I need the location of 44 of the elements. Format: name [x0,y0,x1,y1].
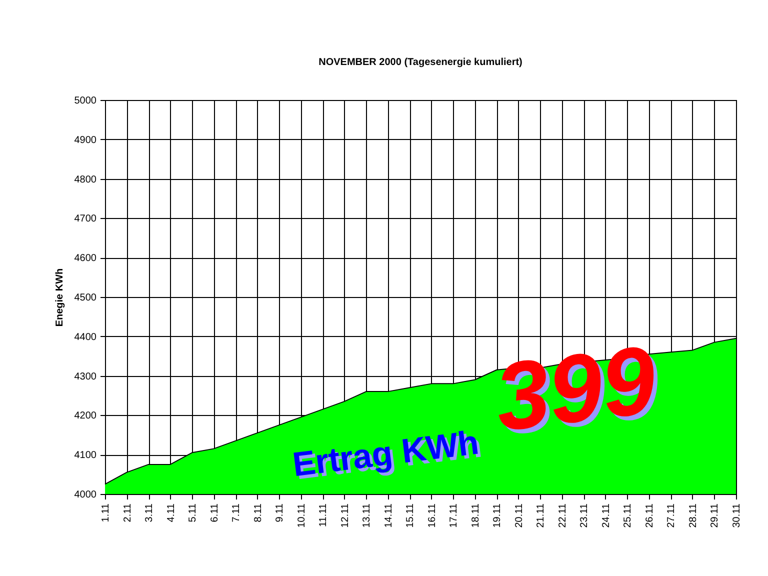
x-tick-label: 2.11 [122,503,134,522]
x-tick-label: 17.11 [448,503,460,528]
x-tick-label: 16.11 [426,503,438,528]
x-tick-label: 8.11 [252,503,264,522]
y-tick-label: 5000 [74,96,97,106]
y-tick-label: 4900 [74,134,97,146]
x-tick-label: 22.11 [557,503,568,528]
x-tick-label: 10.11 [296,503,308,528]
y-tick-label: 4300 [74,371,97,382]
x-tick-label: 7.11 [231,503,242,522]
x-tick-label: 18.11 [470,503,482,528]
x-tick-label: 15.11 [405,503,416,528]
y-tick-label: 4400 [74,332,97,343]
x-tick-label: 29.11 [710,503,721,528]
y-tick-label: 4000 [74,490,97,500]
x-tick-label: 24.11 [600,503,612,528]
annotation: Ertrag KWh [294,426,484,488]
x-tick-label: 19.11 [492,503,504,528]
y-tick-label: 4200 [74,410,97,422]
x-tick-label: 25.11 [622,503,634,528]
chart-title: NOVEMBER 2000 (Tagesenergie kumuliert) [318,57,522,68]
y-tick-label: 4100 [74,450,97,462]
x-tick-label: 28.11 [688,503,699,528]
x-tick-label: 21.11 [536,503,547,528]
x-tick-label: 27.11 [666,503,678,528]
y-axis-title: Enegie KWh [54,268,66,327]
x-tick-label: 1.11 [100,503,112,522]
y-tick-label: 4500 [74,292,97,304]
y-tick-label: 4800 [74,174,97,186]
x-tick-label: 14.11 [383,503,394,528]
x-tick-label: 3.11 [144,503,156,522]
x-tick-label: 6.11 [209,503,220,522]
x-tick-label: 5.11 [188,503,199,522]
x-tick-label: 26.11 [644,503,656,528]
x-tick-label: 13.11 [362,503,373,528]
x-tick-label: 12.11 [340,503,351,528]
y-tick-label: 4600 [74,253,97,264]
x-tick-label: 30.11 [732,503,742,528]
x-tick-label: 9.11 [274,503,286,522]
x-tick-label: 20.11 [514,503,525,528]
x-tick-label: 11.11 [318,503,330,528]
x-tick-label: 4.11 [166,503,177,522]
x-tick-label: 23.11 [579,503,590,528]
y-tick-label: 4700 [74,214,97,225]
